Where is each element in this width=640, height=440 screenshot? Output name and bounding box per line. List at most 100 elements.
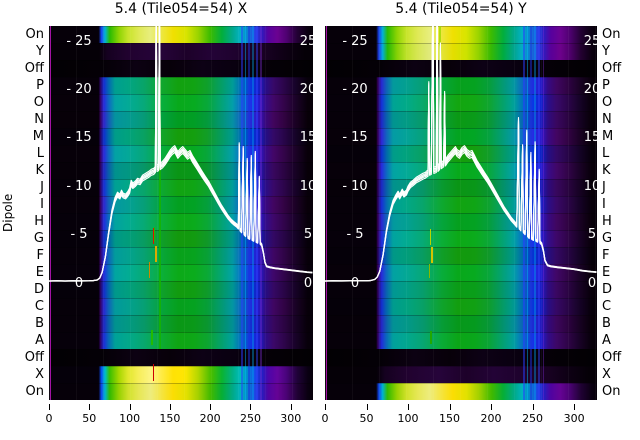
row-label: Off (24, 61, 44, 76)
rfi-stripe (260, 26, 262, 400)
heatmap-row (325, 179, 597, 196)
rfi-mark (430, 331, 432, 344)
row-label: A (602, 333, 611, 348)
row-label: M (602, 129, 614, 144)
heatmap-row (325, 111, 597, 128)
y-tick-label-left: - 5 (346, 227, 364, 243)
heatmap-row (49, 94, 313, 111)
heatmap-row (325, 247, 597, 264)
rfi-mark (148, 262, 151, 278)
row-label: B (602, 316, 611, 331)
heatmap-row (49, 281, 313, 298)
row-label: I (40, 197, 44, 212)
heatmap-row (325, 264, 597, 281)
x-tick (89, 404, 91, 410)
row-label: F (602, 248, 610, 263)
row-label: J (602, 180, 606, 195)
row-label: X (602, 367, 611, 382)
row-label: O (602, 95, 613, 110)
x-tick (449, 404, 451, 410)
row-label: O (33, 95, 44, 110)
rfi-mark (152, 364, 155, 381)
heatmap-row (49, 230, 313, 247)
y-tick-label-right: 10 (299, 178, 313, 194)
heatmap-row (325, 383, 597, 400)
row-label: K (602, 163, 611, 178)
x-tick (210, 404, 212, 410)
y-tick-label-left: - 20 (66, 81, 92, 97)
x-tick (325, 404, 326, 410)
x-tick-label: 0 (321, 412, 329, 425)
heatmap-row (49, 366, 313, 383)
x-tick (532, 404, 534, 410)
row-label: N (602, 112, 612, 127)
x-tick-label: 0 (45, 412, 53, 425)
x-tick-label: 50 (359, 412, 374, 425)
row-label: Y (36, 44, 44, 59)
bandpass-line (325, 26, 597, 282)
rfi-mark (428, 264, 431, 278)
row-label: On (25, 27, 44, 42)
x-tick (250, 404, 252, 410)
heatmap-row (49, 128, 313, 145)
heatmap-row (49, 213, 313, 230)
bandpass-line (325, 26, 597, 282)
row-label: N (34, 112, 44, 127)
row-label: G (33, 231, 44, 246)
y-tick-label-left: - 15 (342, 130, 368, 146)
heatmap-row (325, 77, 597, 94)
y-tick-label-left: - 10 (66, 178, 92, 194)
x-tick-label: 200 (480, 412, 502, 425)
row-label: L (36, 146, 44, 161)
rfi-stripe (542, 26, 545, 400)
y-tick-label-right: 10 (583, 178, 597, 194)
heatmap-row (325, 298, 597, 315)
x-tick (169, 404, 171, 410)
x-tick-label: 300 (280, 412, 302, 425)
row-label: K (35, 163, 44, 178)
x-tick-label: 250 (239, 412, 261, 425)
x-tick (366, 404, 368, 410)
row-label: E (35, 265, 44, 280)
heatmap-row (49, 60, 313, 77)
y-tick-label-right: 25 (299, 33, 313, 49)
bandpass-line (325, 26, 597, 282)
heatmap-row (325, 60, 597, 77)
row-label: Y (602, 44, 610, 59)
rfi-stripe (325, 26, 328, 400)
heatmap-row (49, 264, 313, 281)
panel-title-y: 5.4 (Tile054=54) Y (395, 1, 527, 17)
x-tick-label: 100 (397, 412, 419, 425)
row-label: H (602, 214, 612, 229)
x-tick-label: 100 (119, 412, 141, 425)
bandpass-line (49, 26, 313, 282)
x-tick-label: 150 (439, 412, 461, 425)
y-tick-label-left: - 20 (342, 81, 368, 97)
heatmap-row (49, 26, 313, 43)
rfi-stripe (248, 26, 250, 400)
heatmap-row (49, 43, 313, 60)
row-label: I (602, 197, 606, 212)
row-label: C (34, 299, 44, 314)
x-tick-label: 150 (159, 412, 181, 425)
y-tick-label-left: 0 (74, 275, 84, 291)
heatmap-row (325, 162, 597, 179)
y-tick-label-right: 5 (303, 227, 313, 243)
panel-title-x: 5.4 (Tile054=54) X (114, 1, 248, 17)
heatmap-row (49, 315, 313, 332)
heatmap-panel-y: - 25 25 - 20 20 - 15 15 - 10 10 - 5 5 0 0 (325, 26, 597, 400)
rfi-stripe (252, 26, 254, 400)
row-label: D (33, 282, 44, 297)
heatmap-row (325, 43, 597, 60)
row-label: On (25, 384, 44, 399)
row-label: E (602, 265, 611, 280)
heatmap-row (325, 366, 597, 383)
row-label: B (35, 316, 44, 331)
row-label: J (40, 180, 44, 195)
y-tick-label-left: - 25 (66, 33, 92, 49)
y-tick-label-right: 20 (583, 81, 597, 97)
x-tick (491, 404, 493, 410)
row-label: P (602, 78, 610, 93)
bandpass-line (49, 26, 313, 282)
row-label: Off (602, 61, 622, 76)
